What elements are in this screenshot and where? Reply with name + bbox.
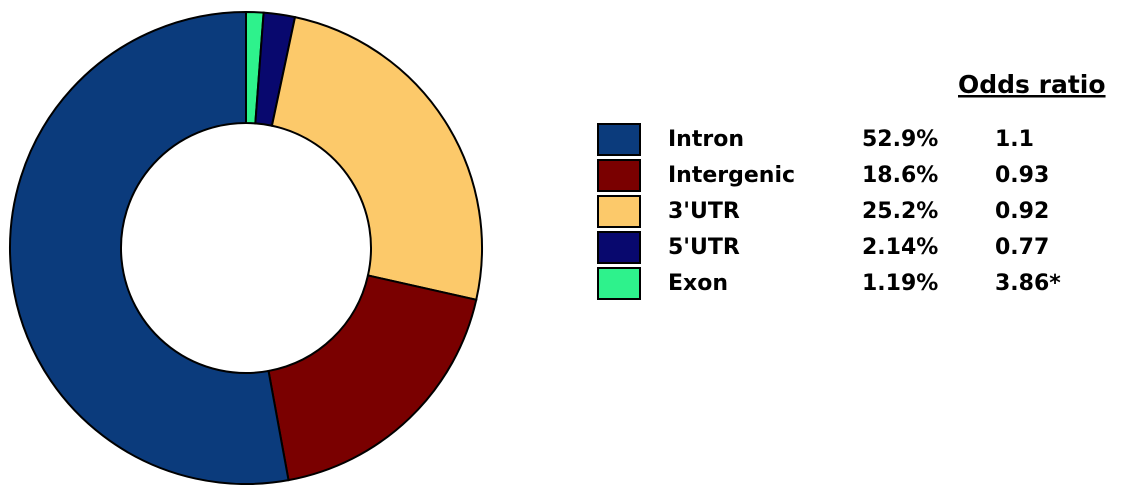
slice (270, 15, 483, 301)
odds-ratio: 3.86* (995, 271, 1061, 296)
odds-ratio: 0.77 (995, 235, 1049, 260)
value-label: 2.14% (862, 235, 938, 260)
value-label: 18.6% (862, 163, 938, 188)
legend-swatch (597, 159, 641, 192)
legend-label: Intron (668, 127, 744, 152)
value-label: 1.19% (862, 271, 938, 296)
value-label: 25.2% (862, 199, 938, 224)
table-header: Odds ratio (958, 70, 1106, 99)
legend-swatch (597, 267, 641, 300)
legend-label: Exon (668, 271, 728, 296)
legend-label: 3'UTR (668, 199, 740, 224)
odds-ratio: 0.92 (995, 199, 1049, 224)
value-label: 52.9% (862, 127, 938, 152)
legend-swatch (597, 195, 641, 228)
legend-swatch (597, 123, 641, 156)
slice (9, 10, 290, 485)
legend-label: Intergenic (668, 163, 795, 188)
legend-label: 5'UTR (668, 235, 740, 260)
odds-ratio: 0.93 (995, 163, 1049, 188)
legend-swatch (597, 231, 641, 264)
odds-ratio: 1.1 (995, 127, 1034, 152)
slice (267, 274, 478, 482)
